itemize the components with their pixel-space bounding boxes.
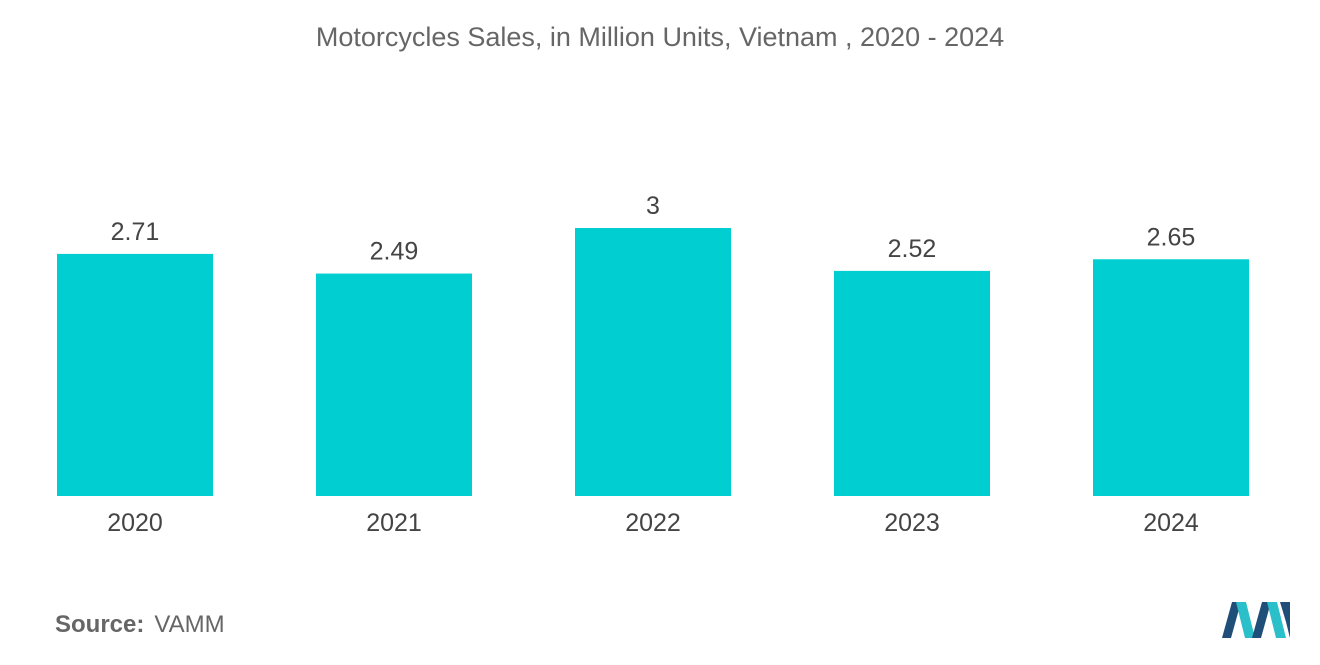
category-label-2023: 2023	[884, 509, 940, 537]
bar-2022	[575, 228, 731, 496]
bar-2021	[316, 273, 472, 496]
category-label-2020: 2020	[107, 509, 163, 537]
mordor-intelligence-logo-icon	[1222, 602, 1290, 638]
value-label-2021: 2.49	[370, 238, 419, 266]
value-label-2022: 3	[646, 192, 660, 220]
source-note: Source: VAMM	[55, 611, 225, 639]
value-label-2024: 2.65	[1147, 223, 1196, 251]
bar-2023	[834, 270, 990, 496]
category-label-2024: 2024	[1143, 509, 1199, 537]
value-label-2020: 2.71	[111, 218, 160, 246]
source-label: Source:	[55, 611, 145, 638]
chart-title: Motorcycles Sales, in Million Units, Vie…	[315, 22, 1005, 52]
category-label-2022: 2022	[625, 509, 681, 537]
value-label-2023: 2.52	[888, 235, 937, 263]
bar-chart: 2.71 2.49 3 2.52 2.65 2020 2021 2022 2023 2024	[57, 192, 1249, 537]
bar-2024	[1093, 259, 1249, 496]
source-value: VAMM	[154, 611, 225, 638]
category-label-2021: 2021	[366, 509, 422, 537]
bar-2020	[57, 253, 213, 496]
